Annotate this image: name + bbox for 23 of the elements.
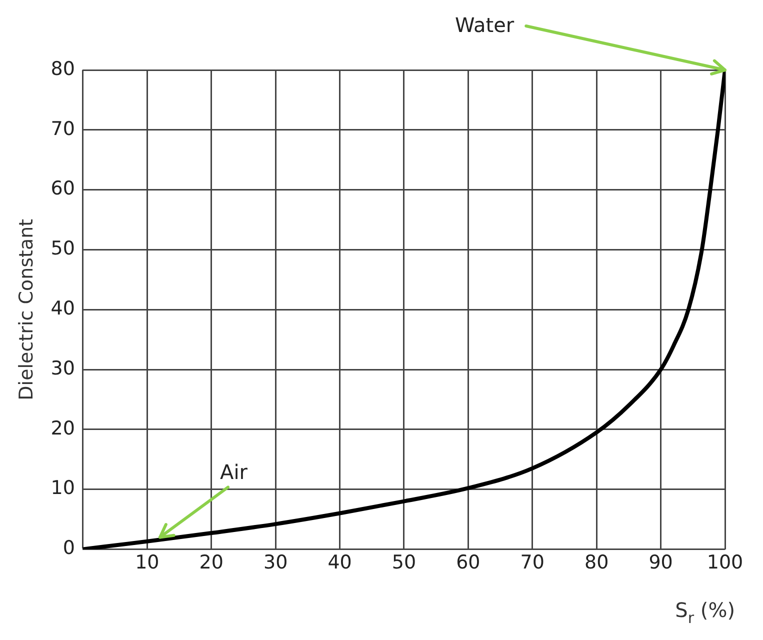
x-tick-label: 40 [328,552,352,574]
y-tick-label: 50 [50,238,75,260]
y-axis-title: Dielectric Constant [15,218,38,400]
y-tick-label: 0 [62,537,75,560]
x-tick-label: 60 [456,552,480,574]
y-tick-label: 10 [50,477,75,500]
y-tick-label: 30 [50,357,75,380]
x-tick-label: 30 [263,552,288,574]
y-tick-label: 20 [50,417,75,440]
y-tick-label: 80 [50,58,75,80]
x-tick-label: 70 [520,552,544,574]
x-tick-label: 20 [199,552,224,574]
x-tick-label: 80 [584,552,609,574]
y-tick-label: 70 [50,118,75,140]
line-series [82,70,725,550]
annotation: Water [455,13,515,37]
x-tick-label: 90 [648,552,673,574]
x-tick-label: 100 [706,552,744,574]
x-tick-label: 10 [135,552,160,574]
x-tick-label: 50 [392,552,416,574]
annotation: Air [220,460,248,484]
y-tick-label: 40 [50,298,75,320]
y-tick-label: 60 [50,178,75,200]
